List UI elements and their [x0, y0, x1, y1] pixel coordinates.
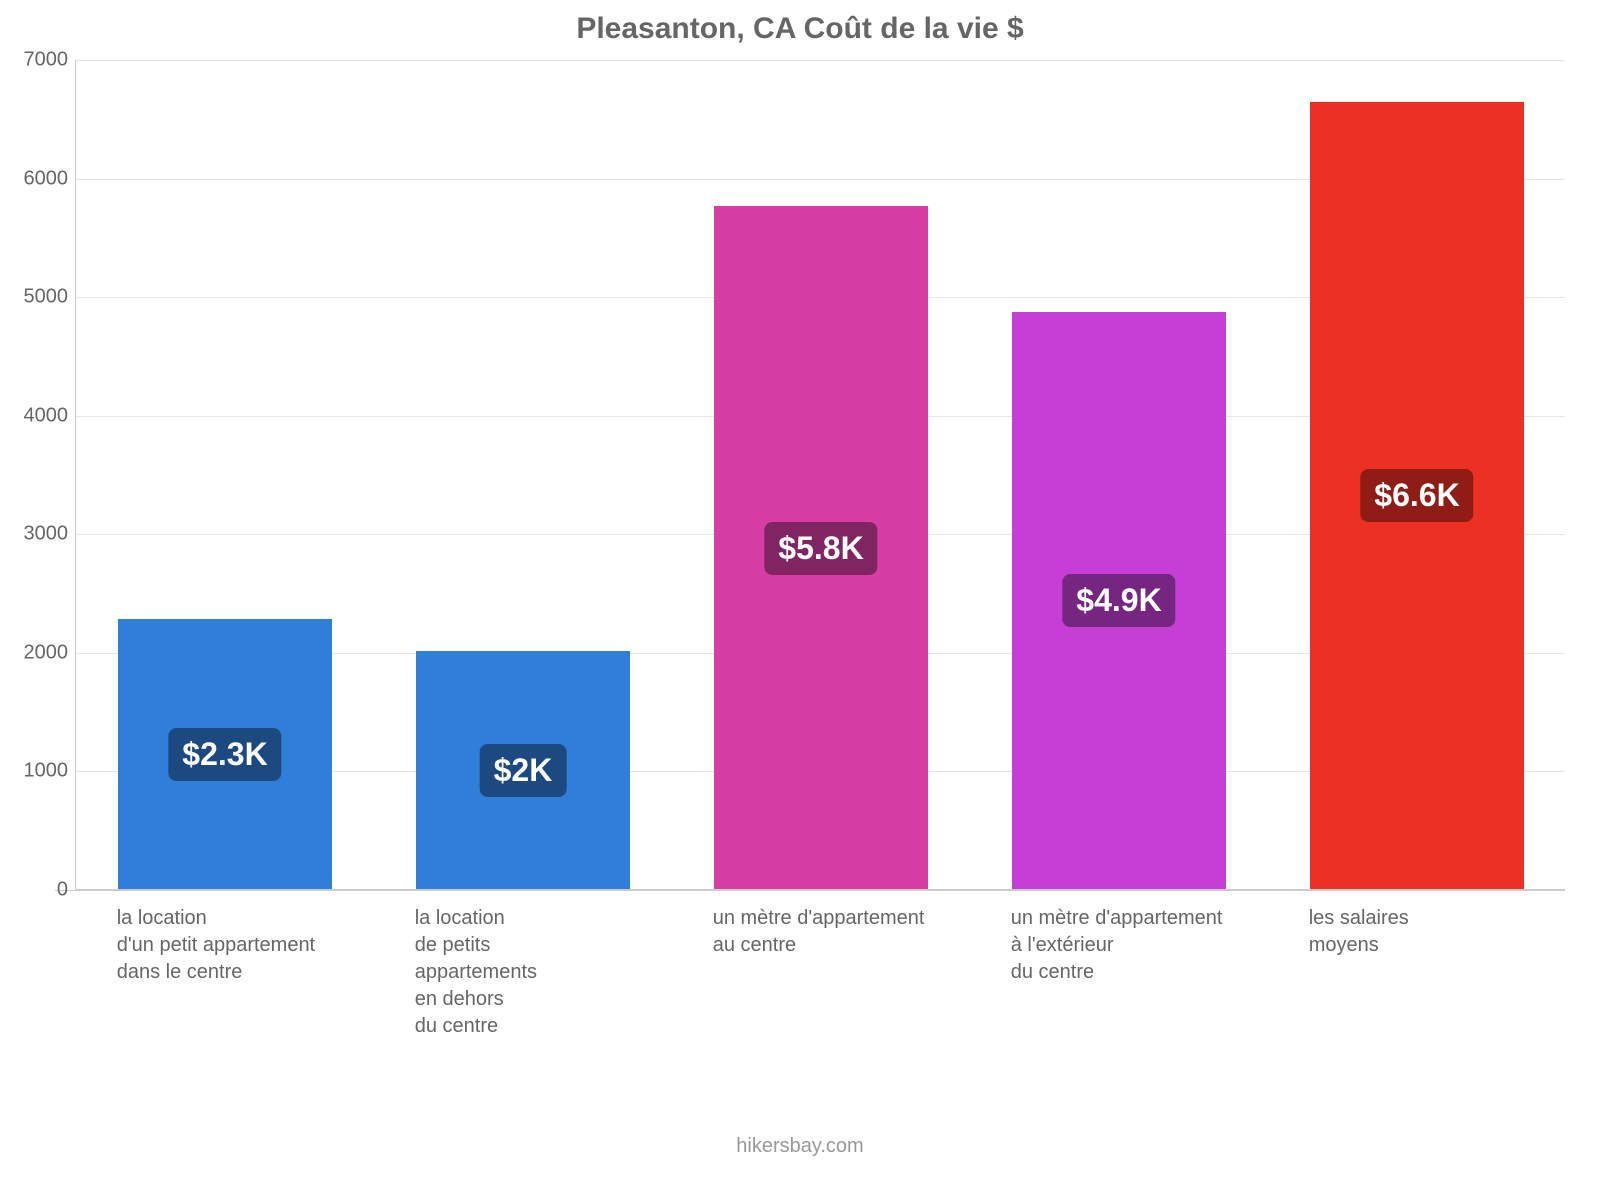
x-category-label: un mètre d'appartementà l'extérieurdu ce… [1011, 905, 1256, 986]
y-tick-label: 6000 [8, 167, 68, 190]
y-tick-label: 4000 [8, 404, 68, 427]
x-category-label: la locationd'un petit appartementdans le… [117, 905, 362, 986]
value-badge: $2K [480, 744, 567, 797]
y-tick-label: 2000 [8, 641, 68, 664]
x-category-label: la locationde petitsappartementsen dehor… [415, 905, 660, 1040]
bar: $5.8K [714, 206, 929, 889]
value-badge: $6.6K [1360, 469, 1473, 522]
y-tick-label: 5000 [8, 286, 68, 309]
y-tick-label: 7000 [8, 49, 68, 72]
chart-container: Pleasanton, CA Coût de la vie $ $2.3K $2K… [0, 0, 1600, 1200]
attribution: hikersbay.com [0, 1135, 1600, 1158]
value-badge: $2.3K [168, 728, 281, 781]
x-category-label: un mètre d'appartementau centre [713, 905, 958, 959]
gridline [76, 60, 1565, 61]
bar: $4.9K [1012, 312, 1227, 889]
value-badge: $4.9K [1062, 574, 1175, 627]
y-tick-label: 0 [8, 879, 68, 902]
chart-title: Pleasanton, CA Coût de la vie $ [0, 12, 1600, 46]
bar: $6.6K [1310, 102, 1525, 889]
bar: $2.3K [118, 619, 333, 889]
y-tick-label: 1000 [8, 760, 68, 783]
value-badge: $5.8K [764, 522, 877, 575]
x-axis-line [55, 890, 1565, 891]
bar: $2K [416, 651, 631, 889]
y-tick-label: 3000 [8, 523, 68, 546]
plot-area: $2.3K $2K $5.8K $4.9K $6.6K [75, 60, 1565, 890]
x-category-label: les salairesmoyens [1309, 905, 1554, 959]
